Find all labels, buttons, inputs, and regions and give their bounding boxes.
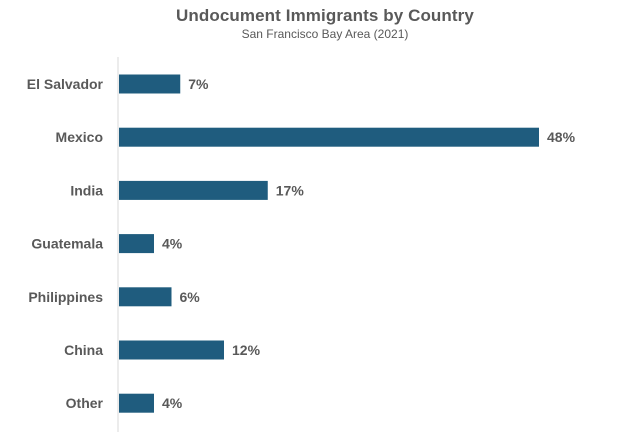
bar-india: [119, 180, 268, 200]
chart-subtitle: San Francisco Bay Area (2021): [241, 27, 409, 41]
bar-other: [119, 393, 154, 413]
category-label: Guatemala: [31, 236, 103, 252]
data-label: 48%: [547, 129, 576, 145]
category-label: India: [70, 182, 103, 198]
data-label: 6%: [180, 289, 201, 305]
bar-china: [119, 340, 224, 360]
category-label: Mexico: [56, 129, 103, 145]
bar-guatemala: [119, 234, 154, 254]
category-label: El Salvador: [27, 76, 104, 92]
data-label: 4%: [162, 395, 183, 411]
data-label: 4%: [162, 236, 183, 252]
data-label: 12%: [232, 342, 261, 358]
data-label: 17%: [276, 182, 305, 198]
bar-mexico: [119, 127, 539, 147]
bar-philippines: [119, 287, 172, 307]
category-label: China: [64, 342, 103, 358]
data-label: 7%: [188, 76, 209, 92]
chart-title: Undocument Immigrants by Country: [176, 6, 474, 25]
category-label: Philippines: [28, 289, 103, 305]
bar-el-salvador: [119, 74, 181, 94]
category-label: Other: [66, 395, 104, 411]
